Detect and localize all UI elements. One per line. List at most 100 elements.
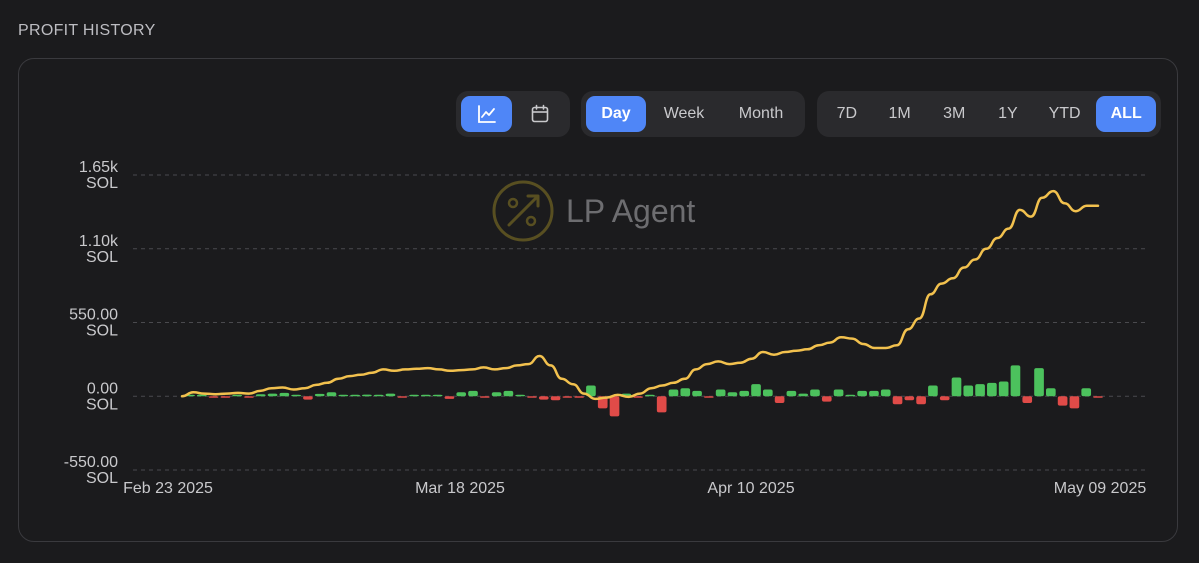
profit-bar: [574, 396, 584, 398]
profit-bar: [633, 396, 643, 398]
profit-bar: [1069, 396, 1080, 409]
profit-bar: [314, 393, 325, 397]
range-1y-button[interactable]: 1Y: [998, 105, 1018, 122]
line-chart-icon: [477, 105, 496, 123]
profit-bar: [444, 396, 455, 399]
profit-bar: [255, 394, 266, 397]
profit-bar: [928, 385, 938, 397]
profit-bar: [645, 394, 655, 397]
profit-bar: [291, 394, 301, 397]
granularity-day-button[interactable]: Day: [586, 96, 646, 132]
profit-bar: [527, 396, 537, 398]
profit-bar: [1034, 368, 1044, 397]
profit-bar: [916, 396, 926, 405]
x-tick-label: May 09 2025: [1054, 480, 1147, 497]
page-title: PROFIT HISTORY: [18, 22, 156, 39]
profit-bar: [1010, 365, 1021, 397]
calendar-button[interactable]: [514, 96, 565, 132]
profit-bar: [586, 385, 596, 397]
profit-bar: [609, 396, 620, 417]
profit-bar: [244, 396, 254, 398]
profit-bar: [786, 390, 797, 397]
profit-bar: [456, 392, 467, 397]
profit-bar: [538, 396, 549, 400]
cumulative-profit-line: [180, 189, 1100, 401]
profit-bar: [503, 390, 514, 397]
range-group: 7D 1M 3M 1Y YTD ALL: [817, 91, 1161, 137]
profit-bar: [1057, 396, 1068, 406]
profit-bar: [421, 394, 431, 397]
y-tick-unit: SOL: [86, 249, 118, 266]
profit-bar: [774, 396, 785, 403]
watermark-logo: [492, 180, 554, 242]
profit-bar: [1093, 396, 1103, 398]
range-all-button[interactable]: ALL: [1096, 96, 1156, 132]
y-tick-unit: SOL: [86, 470, 118, 487]
profit-bar: [279, 392, 290, 397]
profit-bar: [845, 394, 856, 397]
y-tick-label: 1.10k: [79, 233, 119, 250]
range-1m-button[interactable]: 1M: [888, 105, 911, 122]
x-tick-label: Apr 10 2025: [707, 480, 794, 497]
profit-bar: [987, 382, 997, 397]
x-tick-label: Mar 18 2025: [415, 480, 505, 497]
granularity-week-button[interactable]: Week: [663, 105, 705, 122]
profit-bar: [715, 389, 726, 397]
profit-bar: [656, 396, 667, 413]
view-toggle-group: [456, 91, 570, 137]
profit-bar: [798, 393, 809, 397]
profit-bar: [668, 389, 679, 397]
profit-bar: [1045, 388, 1056, 397]
profit-bar: [468, 390, 478, 397]
profit-bar: [491, 392, 502, 397]
calendar-icon: [531, 104, 548, 123]
line-chart-button[interactable]: [461, 96, 512, 132]
profit-bar: [751, 384, 761, 397]
profit-bar: [998, 381, 1009, 397]
profit-bar: [975, 384, 985, 397]
profit-bar: [704, 396, 714, 398]
profit-chart-card: [18, 58, 1178, 542]
profit-bar: [326, 392, 337, 397]
y-tick-unit: SOL: [86, 323, 118, 340]
watermark-text: LP Agent: [566, 193, 695, 229]
profit-bar: [479, 396, 490, 398]
profit-bar: [362, 394, 372, 397]
y-tick-unit: SOL: [86, 396, 118, 413]
profit-bar: [196, 394, 207, 397]
profit-bar: [1022, 396, 1033, 403]
profit-bar: [762, 389, 773, 397]
profit-bar: [267, 393, 278, 397]
profit-bar: [727, 392, 738, 397]
x-tick-label: Feb 23 2025: [123, 480, 213, 497]
profit-bar: [208, 396, 219, 398]
profit-bar: [739, 390, 750, 397]
granularity-group: Day Week Month: [581, 91, 805, 137]
profit-bar: [869, 390, 879, 397]
range-3m-button[interactable]: 3M: [943, 105, 966, 122]
range-ytd-button[interactable]: YTD: [1048, 105, 1081, 122]
profit-bar: [232, 394, 243, 397]
y-tick-unit: SOL: [86, 175, 118, 192]
profit-bar: [833, 389, 844, 397]
y-tick-label: 0.00: [87, 380, 118, 397]
y-tick-label: -550.00: [64, 454, 118, 471]
profit-bar: [515, 394, 526, 397]
profit-bar: [550, 396, 561, 401]
profit-bar: [350, 394, 360, 397]
y-tick-label: 550.00: [69, 307, 118, 324]
y-tick-label: 1.65k: [79, 159, 119, 176]
granularity-month-button[interactable]: Month: [738, 105, 784, 122]
profit-bar: [432, 394, 443, 397]
profit-bar: [1081, 388, 1092, 397]
profit-bar: [951, 377, 962, 397]
range-7d-button[interactable]: 7D: [836, 105, 858, 122]
profit-bar: [373, 394, 384, 397]
profit-bar: [810, 389, 820, 397]
profit-bar: [692, 390, 702, 397]
profit-bar: [892, 396, 903, 405]
profit-bar: [857, 390, 867, 397]
profit-bar: [409, 394, 419, 397]
profit-bar: [303, 396, 313, 400]
